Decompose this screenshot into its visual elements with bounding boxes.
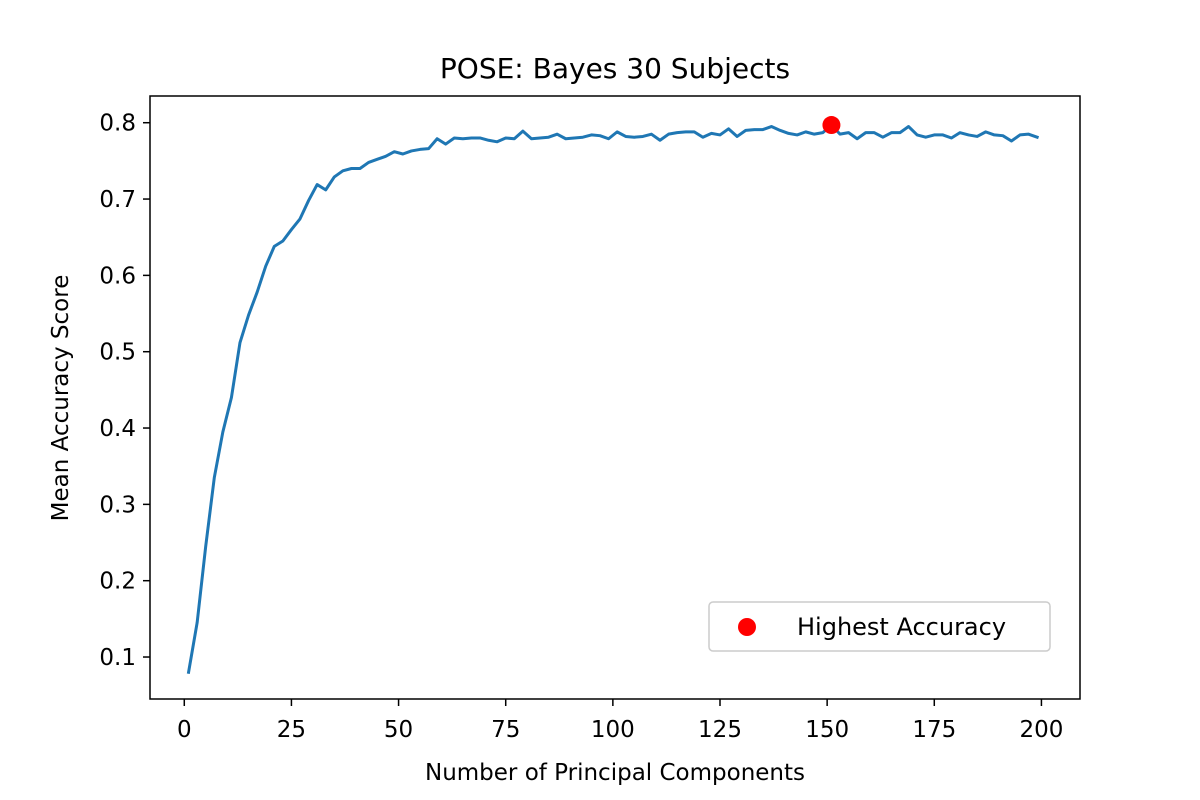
legend-label-highest-accuracy: Highest Accuracy [797,613,1006,641]
series-line-0 [186,123,1040,675]
x-tick-label: 125 [698,717,742,743]
highest-accuracy-point [822,116,841,135]
y-axis-label: Mean Accuracy Score [48,275,74,522]
legend-marker-highest-accuracy [738,618,756,636]
y-tick-label: 0.6 [99,263,136,289]
plot-frame [149,95,1081,700]
x-tick-label: 25 [277,717,306,743]
plot-content [186,116,1040,675]
x-tick-label: 75 [491,717,520,743]
x-tick-label: 200 [1019,717,1063,743]
y-tick-label: 0.5 [99,340,136,366]
x-axis-label: Number of Principal Components [425,760,805,786]
y-tick-label: 0.2 [99,569,136,595]
x-tick-label: 50 [384,717,413,743]
x-tick-label: 175 [912,717,956,743]
y-tick-label: 0.8 [99,111,136,137]
y-tick-label: 0.7 [99,187,136,213]
legend-box [708,601,1051,652]
x-tick-label: 150 [805,717,849,743]
x-axis-ticks: 0 25 50 75 100 125 150 175 200 [177,699,1063,743]
y-tick-label: 0.1 [99,645,136,671]
chart-title: POSE: Bayes 30 Subjects [440,52,790,85]
x-tick-label: 0 [177,717,192,743]
x-tick-label: 100 [591,717,635,743]
y-tick-label: 0.3 [99,492,136,518]
legend: Highest Accuracy [708,601,1051,652]
y-tick-label: 0.4 [99,416,136,442]
y-axis-ticks: 0.1 0.2 0.3 0.4 0.5 0.6 0.7 0.8 [99,111,150,671]
